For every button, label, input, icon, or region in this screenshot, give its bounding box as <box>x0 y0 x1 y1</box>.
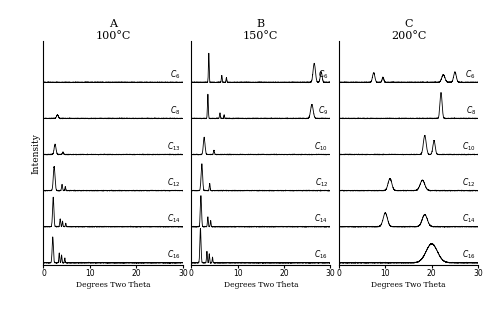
Title: A
100°C: A 100°C <box>96 19 131 41</box>
Text: $C_6$: $C_6$ <box>318 68 328 81</box>
Text: $C_{12}$: $C_{12}$ <box>314 176 328 189</box>
Text: $C_{12}$: $C_{12}$ <box>462 176 476 189</box>
Text: $C_6$: $C_6$ <box>466 68 476 81</box>
Text: $C_{16}$: $C_{16}$ <box>314 249 328 261</box>
Text: $C_{13}$: $C_{13}$ <box>167 140 181 153</box>
X-axis label: Degrees Two Theta: Degrees Two Theta <box>371 281 446 289</box>
Text: $C_8$: $C_8$ <box>466 104 476 117</box>
Text: $C_{10}$: $C_{10}$ <box>314 140 328 153</box>
Title: C
200°C: C 200°C <box>391 19 426 41</box>
Title: B
150°C: B 150°C <box>243 19 279 41</box>
Text: $C_6$: $C_6$ <box>170 68 181 81</box>
Text: $C_{12}$: $C_{12}$ <box>167 176 181 189</box>
Text: $C_{10}$: $C_{10}$ <box>462 140 476 153</box>
Text: $C_{16}$: $C_{16}$ <box>462 249 476 261</box>
X-axis label: Degrees Two Theta: Degrees Two Theta <box>76 281 150 289</box>
Text: $C_9$: $C_9$ <box>318 104 328 117</box>
Text: $C_{16}$: $C_{16}$ <box>167 249 181 261</box>
Text: $C_{14}$: $C_{14}$ <box>462 212 476 225</box>
Text: $C_8$: $C_8$ <box>170 104 181 117</box>
Text: $C_{14}$: $C_{14}$ <box>167 212 181 225</box>
X-axis label: Degrees Two Theta: Degrees Two Theta <box>224 281 298 289</box>
Y-axis label: Intensity: Intensity <box>32 133 41 174</box>
Text: $C_{14}$: $C_{14}$ <box>314 212 328 225</box>
